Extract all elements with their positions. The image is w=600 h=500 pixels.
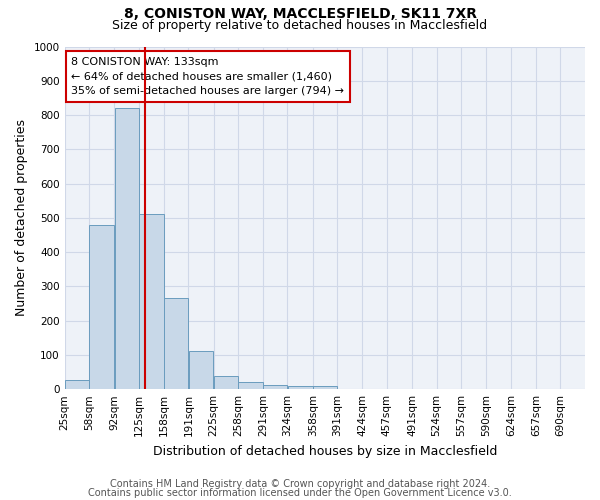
Text: Size of property relative to detached houses in Macclesfield: Size of property relative to detached ho… [112,19,488,32]
Bar [65,380,89,389]
Bar [238,382,263,389]
Text: 8, CONISTON WAY, MACCLESFIELD, SK11 7XR: 8, CONISTON WAY, MACCLESFIELD, SK11 7XR [124,8,476,22]
Title: 8, CONISTON WAY, MACCLESFIELD, SK11 7XR
Size of property relative to detached ho: 8, CONISTON WAY, MACCLESFIELD, SK11 7XR … [0,499,1,500]
Bar [263,385,287,389]
Bar [139,214,164,389]
Bar [313,386,337,389]
X-axis label: Distribution of detached houses by size in Macclesfield: Distribution of detached houses by size … [152,444,497,458]
Bar [89,226,115,389]
Bar [214,376,238,389]
Y-axis label: Number of detached properties: Number of detached properties [15,120,28,316]
Text: 8 CONISTON WAY: 133sqm
← 64% of detached houses are smaller (1,460)
35% of semi-: 8 CONISTON WAY: 133sqm ← 64% of detached… [71,57,344,96]
Text: Contains public sector information licensed under the Open Government Licence v3: Contains public sector information licen… [88,488,512,498]
Text: Contains HM Land Registry data © Crown copyright and database right 2024.: Contains HM Land Registry data © Crown c… [110,479,490,489]
Bar [164,298,188,389]
Bar [188,352,214,389]
Bar [115,108,139,389]
Bar [287,386,313,389]
